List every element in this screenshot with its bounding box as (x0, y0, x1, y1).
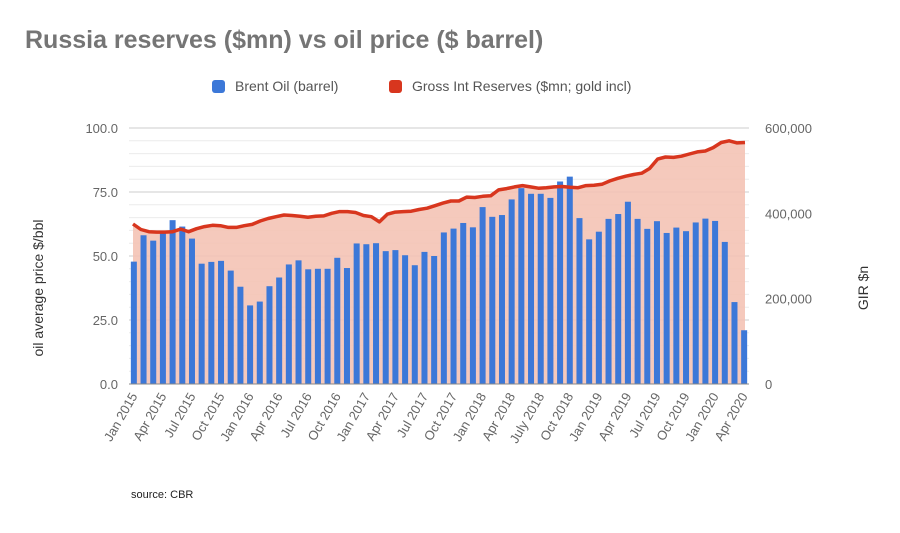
brent-bar (247, 305, 254, 384)
right-tick-label: 0 (765, 377, 772, 392)
left-axis-title: oil average price $/bbl (30, 220, 46, 357)
right-axis-ticks: 0 200,000 400,000 600,000 (765, 121, 812, 392)
brent-bar (188, 238, 195, 384)
legend-item-reserves: Gross Int Reserves ($mn; gold incl) (389, 78, 631, 94)
brent-bar (557, 181, 564, 384)
brent-bar (198, 263, 205, 384)
brent-bar (566, 176, 573, 384)
brent-bars (130, 176, 748, 384)
brent-bar (334, 257, 341, 384)
brent-bar (421, 251, 428, 384)
brent-bar (721, 241, 728, 384)
legend-swatch-brent (212, 79, 225, 93)
brent-bar (305, 269, 312, 384)
brent-bar (673, 227, 680, 384)
brent-bar (460, 222, 467, 384)
brent-bar (731, 302, 738, 384)
brent-bar (528, 193, 535, 384)
brent-bar (314, 268, 321, 384)
brent-bar (295, 260, 302, 384)
legend-label-brent: Brent Oil (barrel) (235, 78, 339, 94)
reserves-area (133, 140, 745, 384)
brent-bar (605, 218, 612, 384)
brent-bar (150, 240, 157, 384)
brent-bar (741, 330, 748, 384)
brent-bar (576, 218, 583, 384)
brent-bar (276, 277, 283, 384)
brent-bar (702, 218, 709, 384)
brent-bar (227, 270, 234, 384)
brent-bar (479, 207, 486, 384)
brent-bar (373, 243, 380, 384)
brent-bar (508, 199, 515, 384)
brent-bar (411, 265, 418, 384)
brent-bar (130, 261, 137, 384)
chart-title: Russia reserves ($mn) vs oil price ($ ba… (25, 26, 544, 54)
brent-bar (595, 231, 602, 384)
right-tick-label: 200,000 (765, 292, 812, 307)
brent-bar (285, 264, 292, 384)
right-tick-label: 600,000 (765, 121, 812, 136)
brent-bar (712, 220, 719, 384)
brent-bar (179, 226, 186, 384)
brent-bar (586, 239, 593, 384)
left-tick-label: 0.0 (100, 377, 118, 392)
right-axis-title: GIR $n (855, 266, 871, 310)
brent-bar (653, 221, 660, 384)
legend-item-brent: Brent Oil (barrel) (212, 78, 338, 94)
left-tick-label: 50.0 (93, 249, 118, 264)
left-tick-label: 100.0 (85, 121, 118, 136)
brent-bar (489, 216, 496, 384)
brent-bar (663, 232, 670, 384)
left-tick-label: 25.0 (93, 313, 118, 328)
left-axis-ticks: 0.0 25.0 50.0 75.0 100.0 (85, 121, 118, 392)
brent-bar (140, 235, 147, 384)
brent-bar (692, 222, 699, 384)
brent-bar (644, 228, 651, 384)
brent-bar (498, 215, 505, 384)
brent-bar (624, 201, 631, 384)
brent-bar (450, 228, 457, 384)
brent-bar (402, 255, 409, 384)
legend-label-reserves: Gross Int Reserves ($mn; gold incl) (412, 78, 632, 94)
brent-bar (324, 268, 331, 384)
brent-bar (634, 218, 641, 384)
brent-bar (159, 231, 166, 384)
left-tick-label: 75.0 (93, 185, 118, 200)
brent-bar (440, 232, 447, 384)
brent-bar (169, 220, 176, 384)
brent-bar (208, 261, 215, 384)
brent-bar (237, 286, 244, 384)
brent-bar (266, 286, 273, 384)
brent-bar (537, 193, 544, 384)
legend-swatch-reserves (389, 79, 402, 93)
brent-bar (392, 250, 399, 384)
brent-bar (343, 268, 350, 384)
brent-bar (469, 227, 476, 384)
brent-bar (363, 244, 370, 384)
brent-bar (683, 231, 690, 384)
brent-bar (615, 214, 622, 384)
brent-bar (547, 197, 554, 384)
brent-bar (256, 301, 263, 384)
right-tick-label: 400,000 (765, 206, 812, 221)
brent-bar (518, 188, 525, 384)
legend: Brent Oil (barrel) Gross Int Reserves ($… (0, 78, 900, 100)
brent-bar (431, 256, 438, 384)
reserves-line (132, 139, 746, 234)
brent-bar (218, 260, 225, 384)
brent-bar (353, 243, 360, 384)
brent-bar (382, 251, 389, 384)
source-note: source: CBR (131, 489, 194, 501)
